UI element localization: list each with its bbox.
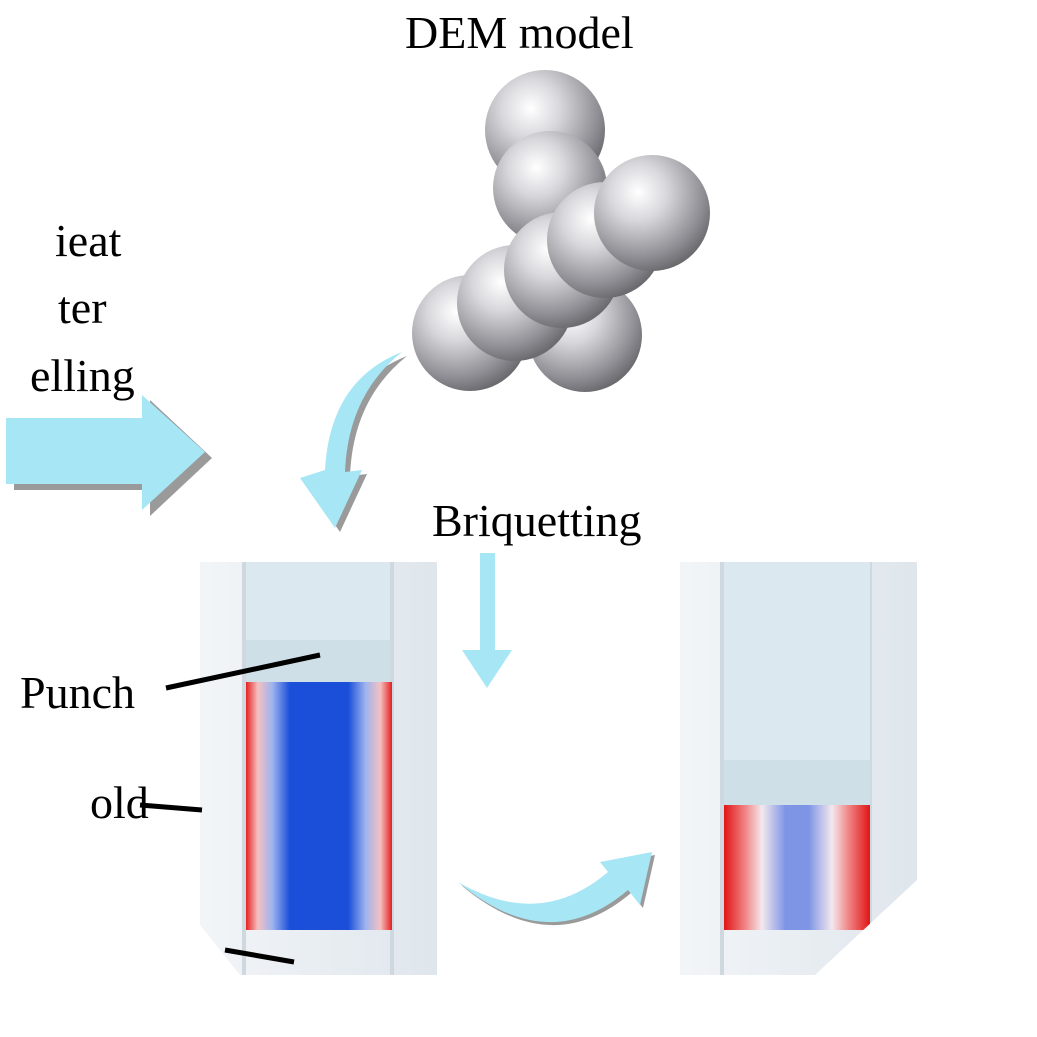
sphere <box>594 155 710 271</box>
dem-particle-cluster <box>412 70 710 392</box>
mold-leader-line <box>139 802 203 813</box>
bottom-leader-line <box>224 947 295 965</box>
punch-label: Punch <box>20 667 135 718</box>
mold-inner-left-edge <box>242 562 246 975</box>
dem-model-title: DEM model <box>405 7 634 58</box>
side-text-line-2: ter <box>58 282 107 333</box>
briquette <box>724 805 870 930</box>
side-text-line-3: elling <box>30 350 135 401</box>
powder-bed <box>246 682 392 930</box>
mold-after-compaction <box>680 562 917 975</box>
mold-before-compaction <box>200 562 437 975</box>
punch <box>724 760 870 805</box>
down-arrow <box>462 553 512 688</box>
mold-inner-left-edge <box>720 562 724 975</box>
big-right-arrow <box>6 395 212 516</box>
punch <box>246 640 390 682</box>
curved-arrow-down <box>300 352 407 532</box>
punch-rod <box>246 562 390 640</box>
punch-leader-line <box>165 652 321 691</box>
punch-rod <box>724 562 870 760</box>
curved-arrow-right <box>458 852 655 926</box>
briquetting-label: Briquetting <box>432 495 642 546</box>
side-text-line-1: ieat <box>55 215 122 266</box>
mold-label: old <box>90 777 149 828</box>
